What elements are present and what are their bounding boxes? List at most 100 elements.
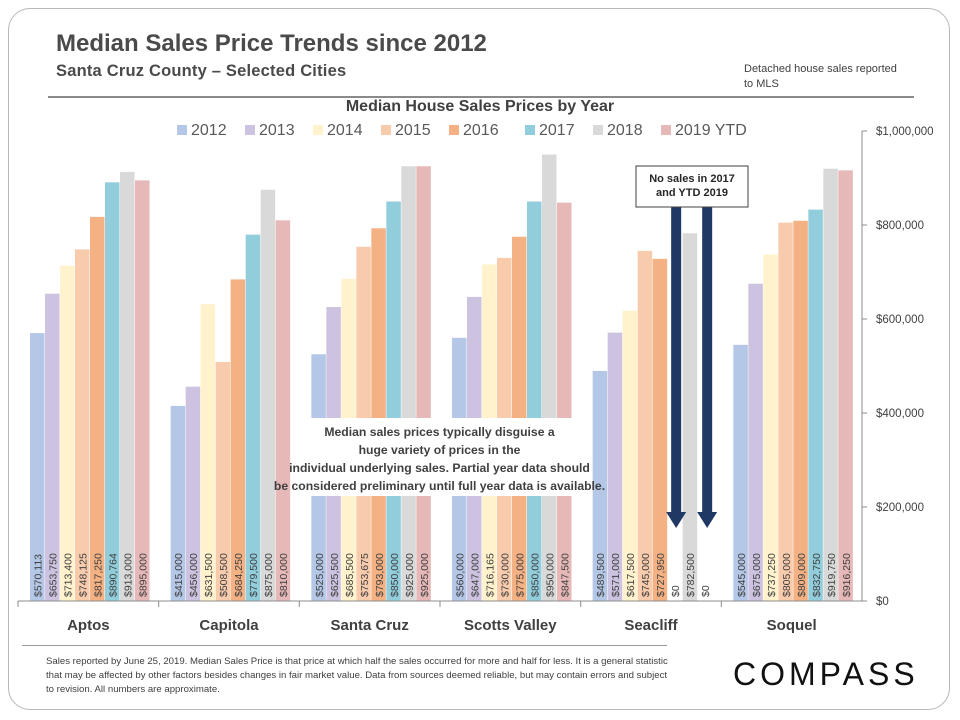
- explanation-text: Median sales prices typically disguise a: [324, 425, 555, 439]
- bar-aptos-2018: [120, 171, 135, 601]
- bar-capitola-2012: [170, 405, 186, 601]
- bar-aptos-2014: [60, 265, 75, 601]
- legend-label-2012: 2012: [191, 122, 227, 139]
- data-label-capitola-2018: $875,000: [263, 553, 275, 597]
- data-label-aptos-2016: $817,250: [93, 553, 105, 597]
- bar-capitola-2018: [260, 189, 276, 601]
- bar-soquel-2014: [763, 254, 778, 601]
- bar-soquel-2016: [793, 220, 808, 601]
- data-label-soquel-2015: $805,000: [781, 553, 793, 597]
- page-subtitle: Santa Cruz County – Selected Cities: [56, 62, 347, 80]
- bar-santa-cruz-2017: [386, 201, 401, 601]
- bar-seacliff-2014: [622, 310, 638, 601]
- bar-scotts-valley-2019-ytd: [557, 202, 572, 602]
- y-tick-label: $800,000: [876, 220, 924, 232]
- bar-soquel-2019-ytd: [838, 170, 853, 602]
- data-label-aptos-2013: $653,750: [48, 553, 60, 597]
- seacliff-callout-box: [635, 165, 749, 208]
- data-label-capitola-2014: $631,500: [203, 553, 215, 597]
- data-label-seacliff-2016: $727,950: [655, 553, 667, 597]
- data-label-scotts-valley-2012: $560,000: [455, 553, 467, 597]
- bar-scotts-valley-2017: [527, 201, 542, 601]
- legend-swatch-2013: [245, 125, 255, 135]
- no-sales-arrowhead-2017: [666, 512, 687, 528]
- header-divider: [48, 96, 914, 98]
- explanation-text: be considered preliminary until full yea…: [274, 479, 605, 493]
- category-label-seacliff: Seacliff: [624, 617, 678, 634]
- legend-swatch-2018: [593, 125, 603, 135]
- category-label-capitola: Capitola: [199, 617, 259, 634]
- data-label-scotts-valley-2013: $647,000: [470, 553, 482, 597]
- footnote-divider: [22, 645, 667, 646]
- data-label-soquel-2014: $737,250: [766, 553, 778, 597]
- footnote: Sales reported by June 25, 2019. Median …: [46, 656, 668, 695]
- data-label-santa-cruz-2019-ytd: $925,000: [419, 553, 431, 597]
- bar-santa-cruz-2019-ytd: [416, 166, 431, 601]
- bar-scotts-valley-2018: [542, 154, 557, 601]
- data-label-soquel-2013: $675,000: [751, 553, 763, 597]
- bar-soquel-2017: [808, 209, 823, 602]
- legend-label-2014: 2014: [327, 122, 363, 139]
- chart-title: Median House Sales Prices by Year: [345, 98, 615, 115]
- bar-aptos-2013: [45, 293, 60, 601]
- legend-label-2018: 2018: [607, 122, 643, 139]
- data-label-santa-cruz-2015: $753,675: [359, 553, 371, 597]
- data-label-capitola-2013: $456,000: [188, 553, 200, 597]
- data-label-aptos-2015: $748,125: [78, 553, 90, 597]
- data-label-scotts-valley-2018: $950,000: [545, 553, 557, 597]
- data-label-seacliff-2012: $489,500: [595, 553, 607, 597]
- data-label-seacliff-2014: $617,500: [625, 553, 637, 597]
- data-label-aptos-2018: $913,000: [123, 553, 135, 597]
- data-label-soquel-2019-ytd: $916,250: [841, 553, 853, 597]
- bar-aptos-2012: [30, 333, 45, 601]
- bar-capitola-2015: [215, 362, 231, 601]
- data-label-seacliff-2018: $782,500: [685, 553, 697, 597]
- data-label-soquel-2018: $919,750: [826, 553, 838, 597]
- bar-soquel-2013: [748, 283, 763, 601]
- data-label-santa-cruz-2018: $925,000: [404, 553, 416, 597]
- data-label-santa-cruz-2012: $525,000: [314, 553, 326, 597]
- data-label-santa-cruz-2016: $793,000: [374, 553, 386, 597]
- data-label-aptos-2012: $570,113: [33, 554, 45, 597]
- legend-swatch-2014: [313, 125, 323, 135]
- data-label-scotts-valley-2015: $730,000: [500, 553, 512, 597]
- legend-label-2015: 2015: [395, 122, 431, 139]
- data-label-capitola-2019-ytd: $810,000: [278, 553, 290, 597]
- data-label-capitola-2012: $415,000: [173, 553, 185, 597]
- legend-swatch-2012: [177, 125, 187, 135]
- bar-capitola-2013: [185, 386, 201, 601]
- explanation-text: huge variety of prices in the: [359, 443, 521, 457]
- legend-swatch-2019-ytd: [661, 125, 671, 135]
- bar-seacliff-2013: [607, 332, 623, 601]
- data-label-scotts-valley-2014: $716,165: [485, 553, 497, 597]
- bar-aptos-2016: [90, 216, 105, 601]
- slide-frame: [8, 8, 950, 710]
- bar-seacliff-2018: [682, 233, 698, 601]
- data-label-seacliff-2013: $571,000: [610, 553, 622, 597]
- bar-capitola-2017: [245, 234, 261, 601]
- data-label-seacliff-2019-ytd: $0: [700, 585, 712, 597]
- legend-label-2016: 2016: [463, 122, 499, 139]
- no-sales-arrow-2017: [671, 205, 682, 512]
- data-label-capitola-2015: $508,500: [218, 553, 230, 597]
- explanation-box: [296, 418, 583, 496]
- no-sales-arrow-2019-ytd: [702, 205, 713, 512]
- data-label-soquel-2012: $545,000: [736, 553, 748, 597]
- data-label-aptos-2014: $713,400: [63, 553, 75, 597]
- legend-swatch-2016: [449, 125, 459, 135]
- seacliff-callout-text: and YTD 2019: [656, 187, 728, 199]
- bar-seacliff-2016: [652, 258, 668, 601]
- bar-capitola-2016: [230, 279, 246, 601]
- data-label-santa-cruz-2014: $685,500: [344, 553, 356, 597]
- data-label-capitola-2017: $779,500: [248, 553, 260, 597]
- page-title: Median Sales Price Trends since 2012: [56, 30, 487, 57]
- bar-santa-cruz-2018: [401, 166, 416, 601]
- bar-soquel-2018: [823, 168, 838, 601]
- bar-aptos-2015: [75, 249, 90, 601]
- compass-logo: COMPASS: [733, 656, 919, 692]
- bar-aptos-2019-ytd: [135, 180, 150, 601]
- seacliff-callout-text: No sales in 2017: [649, 173, 735, 185]
- bar-aptos-2017: [105, 182, 120, 601]
- data-label-soquel-2017: $832,750: [811, 553, 823, 597]
- data-label-seacliff-2015: $745,000: [640, 553, 652, 597]
